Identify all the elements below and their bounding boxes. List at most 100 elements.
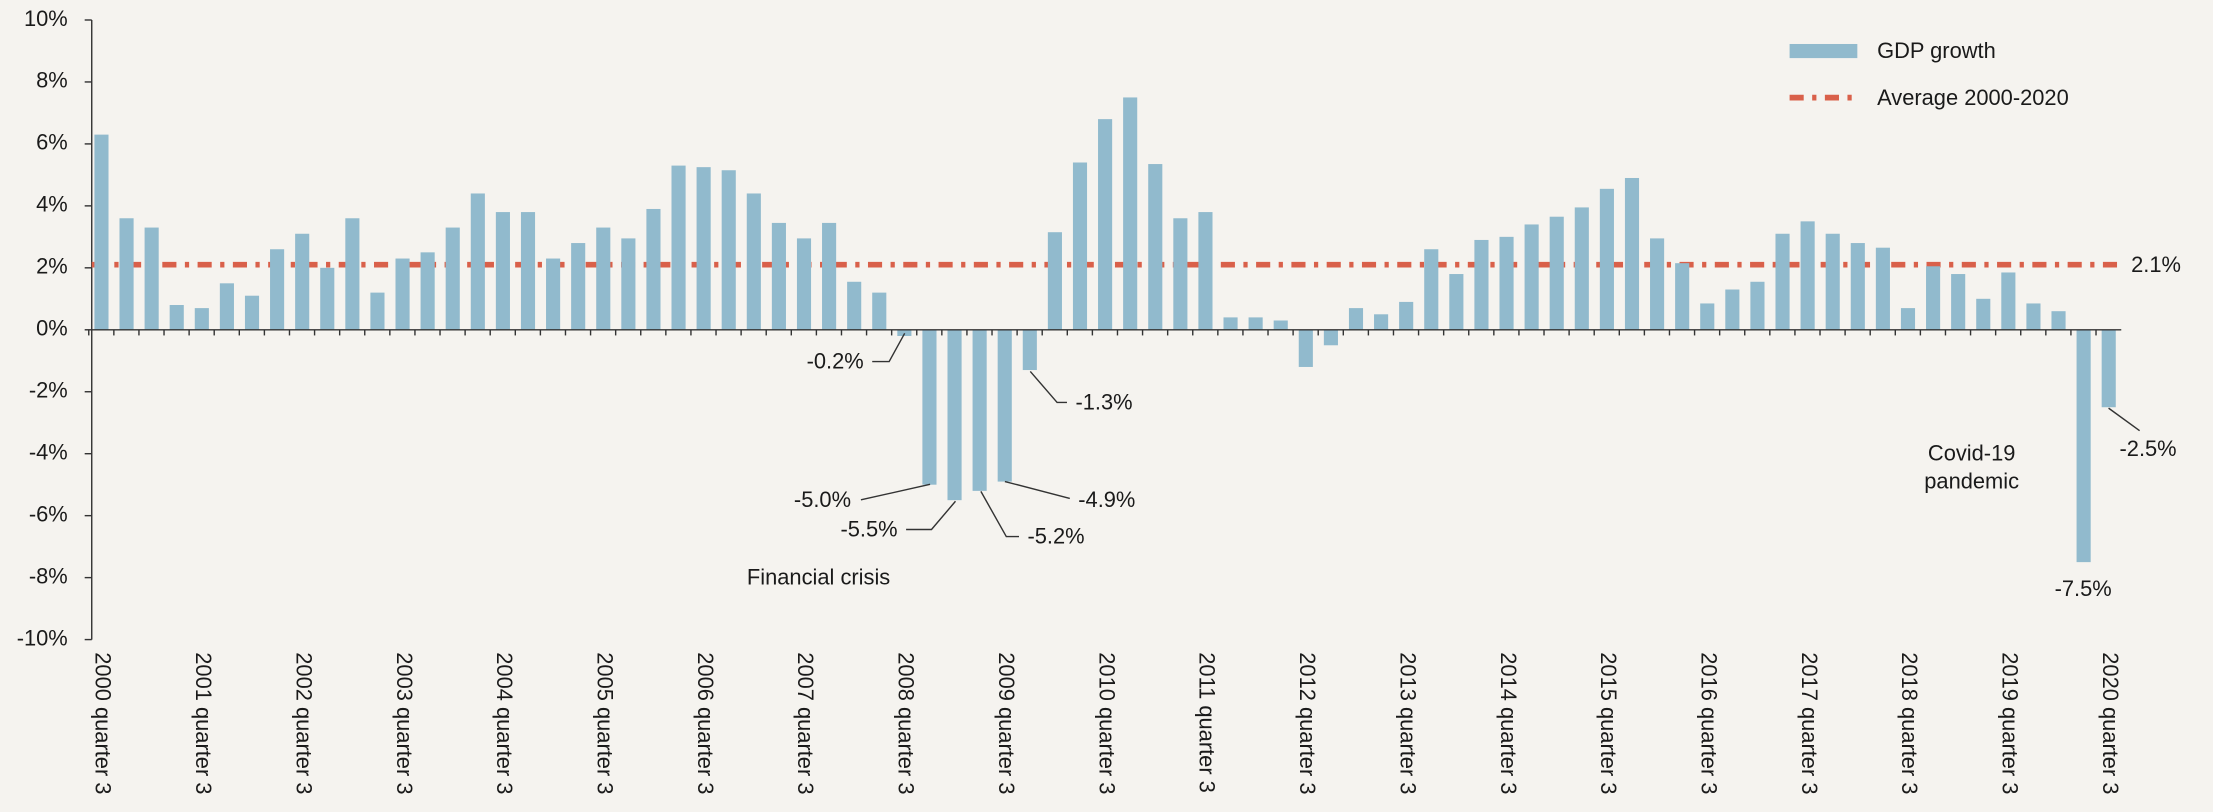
data-label: -5.5% (841, 517, 898, 542)
bar (2076, 329, 2091, 563)
bar (822, 222, 837, 330)
annotation: pandemic (1924, 469, 2019, 494)
bar (621, 238, 636, 330)
bar (1148, 164, 1163, 330)
leader-line (906, 500, 957, 531)
x-tick-label: 2018 quarter 3 (1897, 652, 1922, 794)
bar (671, 165, 686, 330)
bar (646, 208, 661, 330)
legend-swatch (1789, 43, 1858, 59)
bar (1976, 298, 1991, 330)
bar (746, 193, 761, 330)
y-tick-label: -2% (29, 378, 68, 403)
bar (947, 329, 962, 501)
bar (897, 329, 912, 336)
leader-line (2108, 407, 2141, 432)
bar (94, 134, 109, 330)
bar (1650, 238, 1665, 330)
bar (194, 308, 209, 330)
leader-line (1029, 370, 1067, 404)
bar (596, 227, 611, 330)
bar (219, 283, 234, 330)
x-tick-label: 2000 quarter 3 (91, 652, 116, 794)
bar (721, 170, 736, 330)
x-tick-label: 2007 quarter 3 (793, 652, 818, 794)
y-tick-label: 2% (36, 254, 68, 279)
legend-label: GDP growth (1877, 38, 1996, 63)
bar (1675, 263, 1690, 330)
bar (395, 258, 410, 330)
bar (1524, 224, 1539, 330)
bar (1399, 301, 1414, 330)
bar (1223, 317, 1238, 330)
x-tick-label: 2017 quarter 3 (1797, 652, 1822, 794)
y-tick-label: -6% (29, 501, 68, 526)
data-label: -5.0% (794, 487, 851, 512)
x-tick-label: 2013 quarter 3 (1395, 652, 1420, 794)
x-tick-label: 2003 quarter 3 (392, 652, 417, 794)
bar (144, 227, 159, 330)
bar (244, 295, 260, 330)
y-tick-label: -8% (29, 563, 68, 588)
y-tick-label: 4% (36, 192, 68, 217)
x-tick-label: 2016 quarter 3 (1696, 652, 1721, 794)
y-tick-label: 6% (36, 130, 68, 155)
y-tick-label: -4% (29, 439, 68, 464)
x-tick-label: 2002 quarter 3 (291, 652, 316, 794)
bar (1198, 212, 1213, 330)
y-tick-label: 8% (36, 68, 68, 93)
bar (1424, 249, 1439, 330)
bar (370, 292, 385, 330)
data-label: -1.3% (1075, 390, 1132, 415)
bar (571, 243, 586, 330)
legend-label: Average 2000-2020 (1877, 85, 2069, 110)
bar (1348, 308, 1364, 330)
x-tick-label: 2014 quarter 3 (1496, 652, 1521, 794)
bar (169, 305, 184, 330)
bar (1098, 119, 1113, 330)
data-label: -2.5% (2120, 436, 2177, 461)
bar (270, 249, 285, 330)
x-tick-label: 2008 quarter 3 (894, 652, 919, 794)
bar (119, 218, 134, 330)
bar (1323, 329, 1338, 346)
bar (2026, 303, 2041, 330)
bar (1173, 218, 1188, 330)
bar (1574, 207, 1589, 330)
bar (1725, 289, 1740, 330)
bar (796, 238, 812, 330)
leader-line (872, 332, 906, 363)
x-tick-label: 2010 quarter 3 (1094, 652, 1119, 794)
bar (847, 281, 862, 330)
bar (2051, 311, 2066, 330)
average-label: 2.1% (2131, 252, 2181, 277)
bar (420, 252, 435, 330)
bar (997, 329, 1012, 482)
bar (1298, 329, 1313, 367)
x-tick-label: 2012 quarter 3 (1295, 652, 1320, 794)
bar (1875, 247, 1890, 330)
bar (2101, 329, 2116, 408)
bar (1499, 236, 1514, 330)
bar (295, 233, 310, 330)
bar (1374, 314, 1389, 330)
annotation: Financial crisis (747, 565, 890, 590)
x-tick-label: 2011 quarter 3 (1195, 652, 1220, 793)
bar (1700, 303, 1715, 330)
x-tick-label: 2005 quarter 3 (592, 652, 617, 794)
y-tick-label: 10% (24, 6, 68, 31)
bar (1474, 239, 1489, 330)
data-label: -4.9% (1078, 487, 1135, 512)
bar (872, 292, 887, 330)
bar (2001, 272, 2016, 330)
x-tick-label: 2020 quarter 3 (2098, 652, 2123, 794)
x-tick-label: 2004 quarter 3 (492, 652, 517, 794)
x-tick-label: 2006 quarter 3 (693, 652, 718, 794)
bar (1248, 317, 1263, 330)
data-label: -7.5% (2055, 576, 2112, 601)
bar (1047, 232, 1062, 330)
bar (1599, 188, 1614, 330)
leader-line (1004, 480, 1070, 500)
